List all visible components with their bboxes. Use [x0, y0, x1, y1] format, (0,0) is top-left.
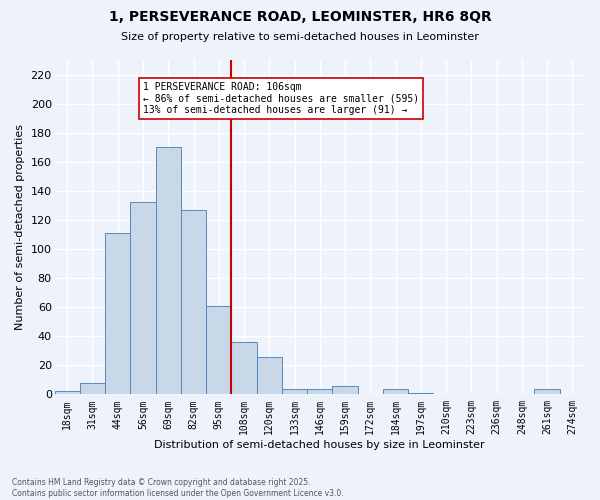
Bar: [332, 386, 358, 394]
Bar: [307, 388, 332, 394]
X-axis label: Distribution of semi-detached houses by size in Leominster: Distribution of semi-detached houses by …: [154, 440, 485, 450]
Bar: [535, 388, 560, 394]
Y-axis label: Number of semi-detached properties: Number of semi-detached properties: [15, 124, 25, 330]
Bar: [282, 388, 307, 394]
Bar: [408, 393, 433, 394]
Bar: [155, 147, 181, 394]
Text: 1, PERSEVERANCE ROAD, LEOMINSTER, HR6 8QR: 1, PERSEVERANCE ROAD, LEOMINSTER, HR6 8Q…: [109, 10, 491, 24]
Bar: [181, 210, 206, 394]
Text: Contains HM Land Registry data © Crown copyright and database right 2025.
Contai: Contains HM Land Registry data © Crown c…: [12, 478, 344, 498]
Bar: [257, 356, 282, 395]
Bar: [130, 202, 155, 394]
Bar: [80, 382, 105, 394]
Bar: [383, 388, 408, 394]
Bar: [55, 392, 80, 394]
Bar: [232, 342, 257, 394]
Bar: [105, 233, 130, 394]
Text: 1 PERSEVERANCE ROAD: 106sqm
← 86% of semi-detached houses are smaller (595)
13% : 1 PERSEVERANCE ROAD: 106sqm ← 86% of sem…: [143, 82, 419, 115]
Text: Size of property relative to semi-detached houses in Leominster: Size of property relative to semi-detach…: [121, 32, 479, 42]
Bar: [206, 306, 232, 394]
